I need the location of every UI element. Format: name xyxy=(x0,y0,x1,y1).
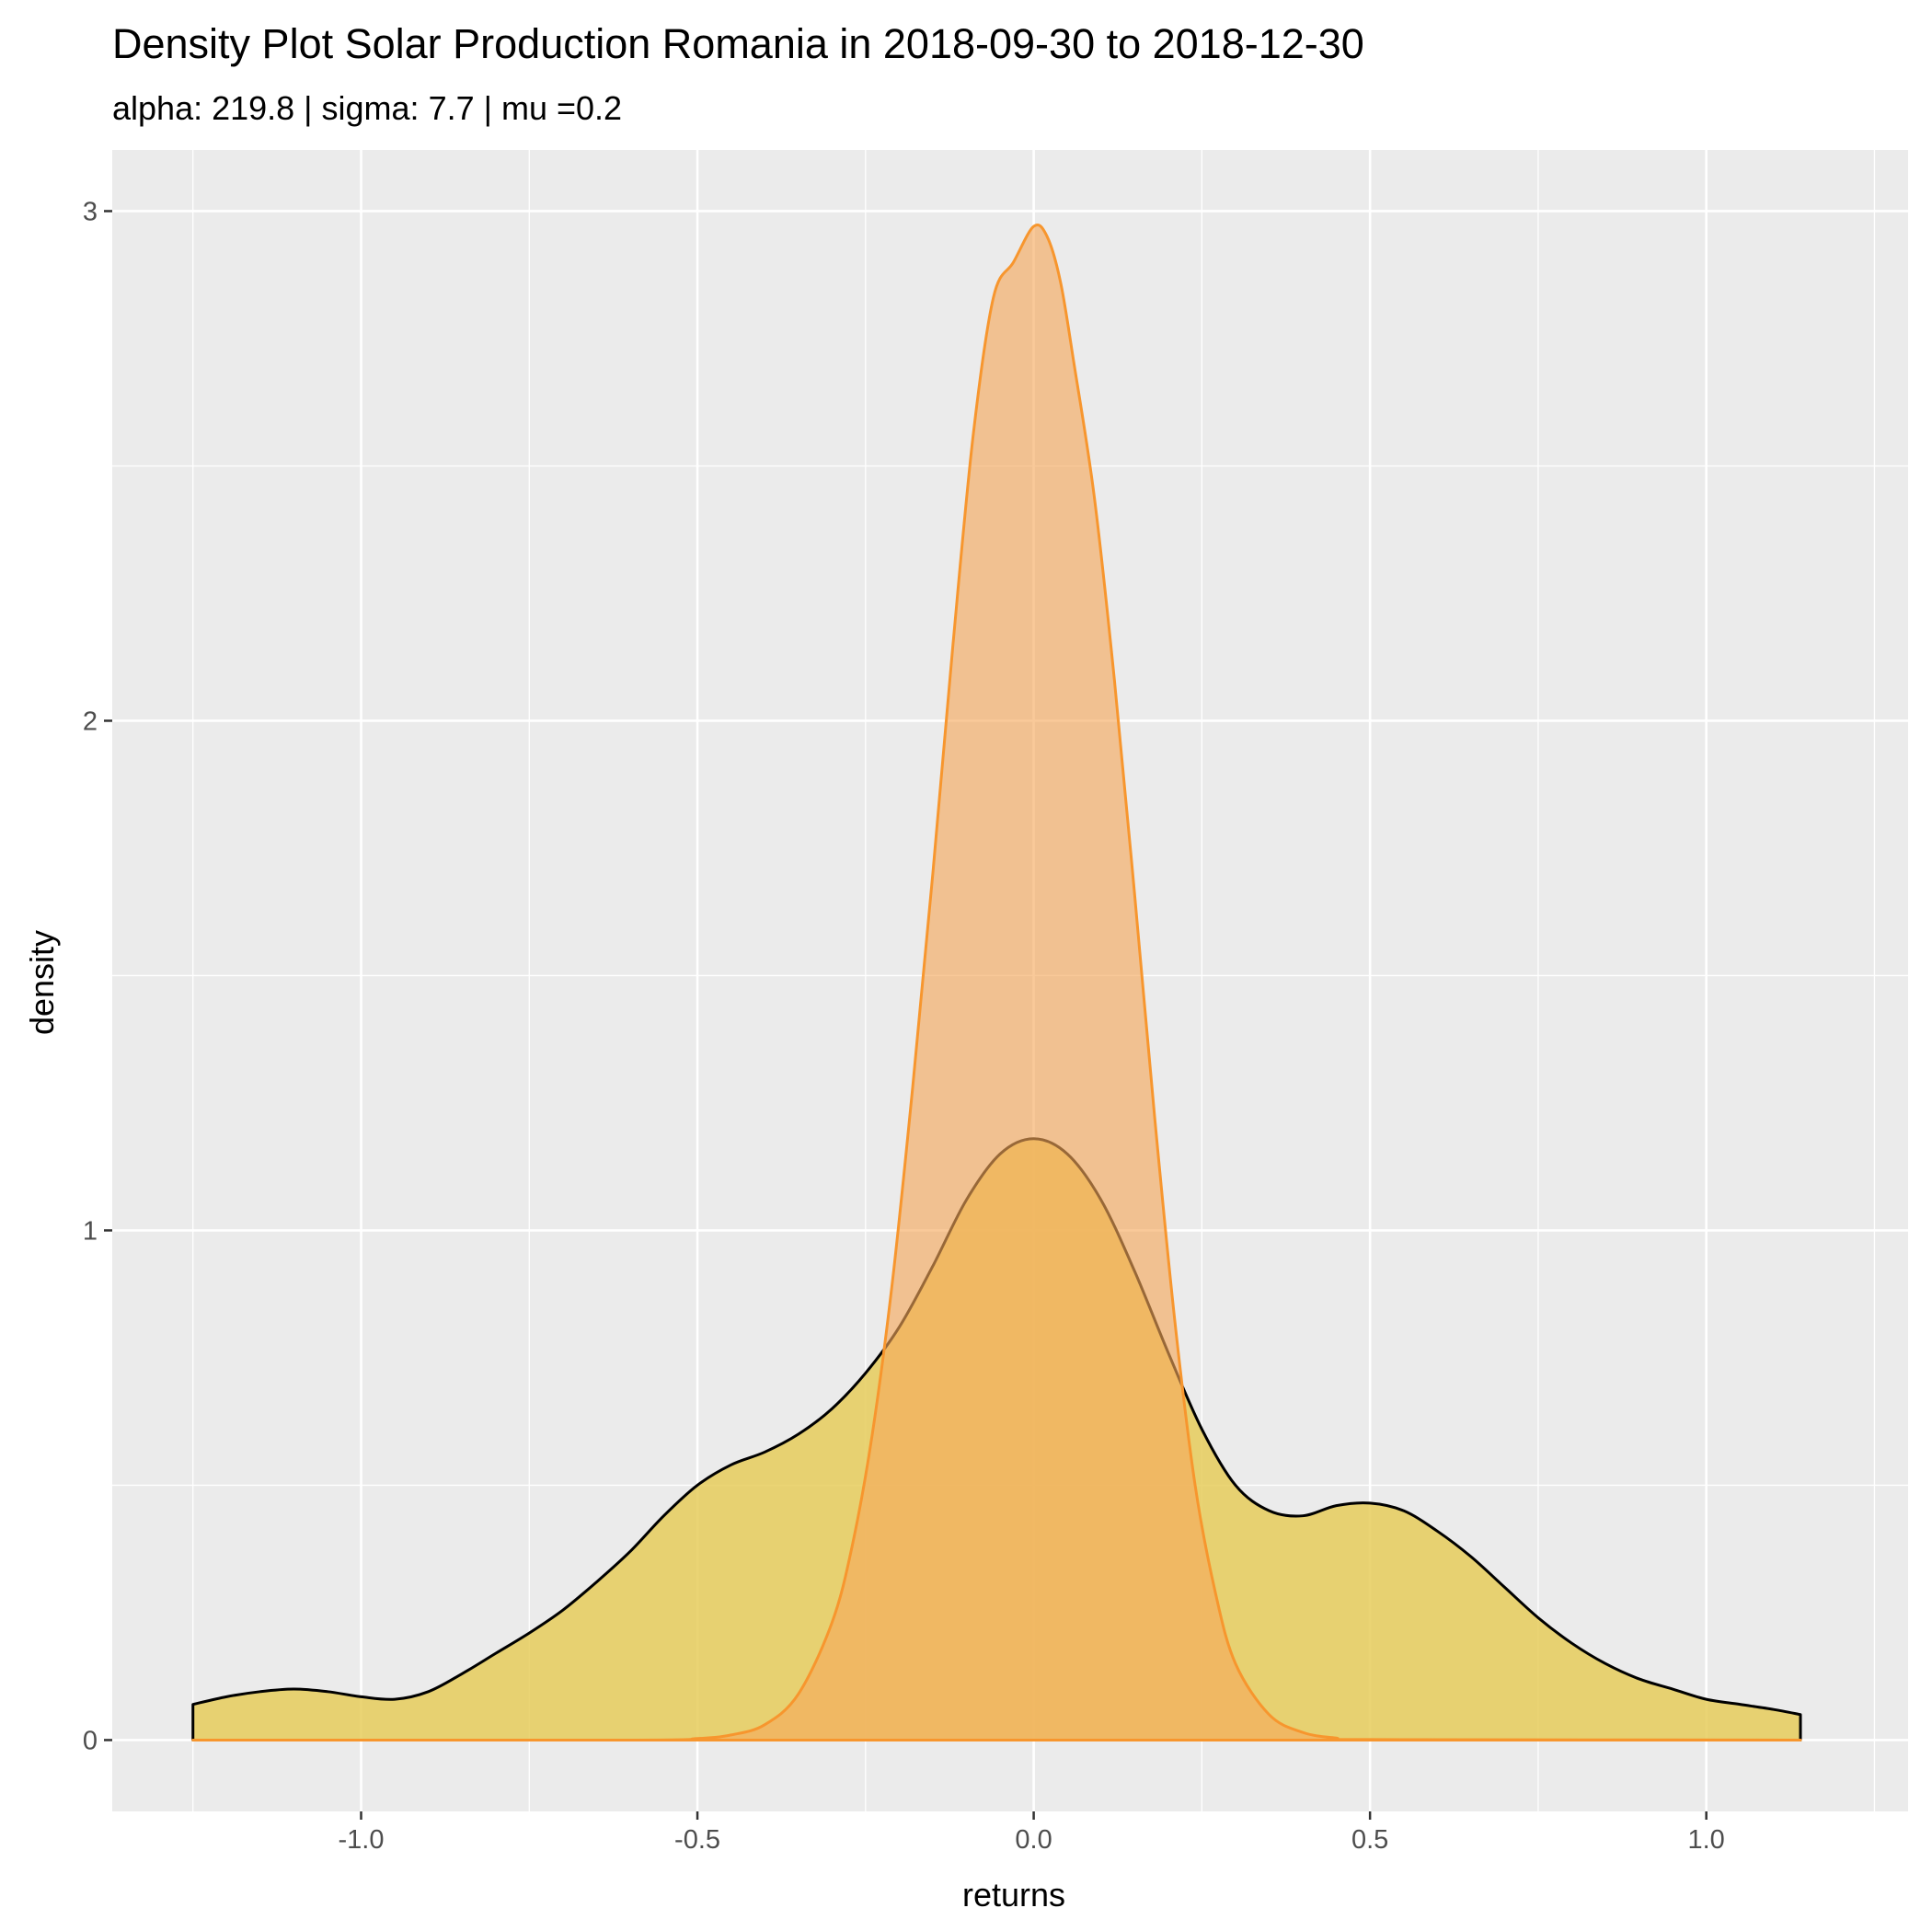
y-axis: 0 1 2 3 xyxy=(83,197,112,1755)
y-axis-title: density xyxy=(23,930,61,1035)
grid-minor xyxy=(112,150,1908,1811)
x-tick-label: -0.5 xyxy=(674,1825,720,1855)
y-tick-label: 3 xyxy=(83,197,98,226)
series-layer xyxy=(191,223,1802,1742)
x-tick-label: 0.0 xyxy=(1015,1825,1052,1855)
density-line-2 xyxy=(191,223,1802,1742)
x-axis: -1.0 -0.5 0.0 0.5 1.0 xyxy=(339,1811,1725,1855)
x-axis-title: returns xyxy=(962,1876,1065,1914)
y-tick-label: 0 xyxy=(83,1726,98,1755)
y-tick-label: 2 xyxy=(83,707,98,736)
x-tick-label: 1.0 xyxy=(1688,1825,1725,1855)
chart-subtitle: alpha: 219.8 | sigma: 7.7 | mu =0.2 xyxy=(112,89,622,127)
x-tick-label: -1.0 xyxy=(339,1825,385,1855)
x-tick-label: 0.5 xyxy=(1351,1825,1388,1855)
density-area-2 xyxy=(192,224,1801,1741)
y-tick-label: 1 xyxy=(83,1216,98,1246)
chart-title: Density Plot Solar Production Romania in… xyxy=(112,20,1364,67)
